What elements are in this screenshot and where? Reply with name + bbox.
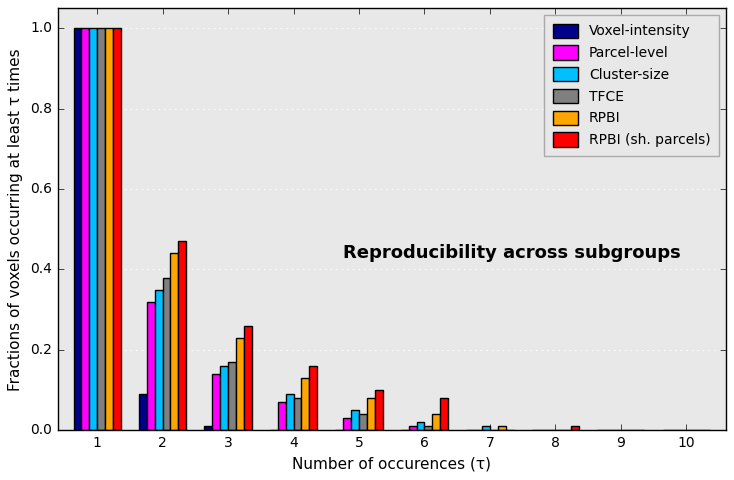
Bar <box>105 28 113 430</box>
Bar <box>375 390 382 430</box>
Bar <box>81 28 90 430</box>
Bar <box>571 426 579 430</box>
Bar <box>432 414 440 430</box>
Bar <box>309 366 317 430</box>
Legend: Voxel-intensity, Parcel-level, Cluster-size, TFCE, RPBI, RPBI (sh. parcels): Voxel-intensity, Parcel-level, Cluster-s… <box>545 15 719 156</box>
Bar <box>302 378 309 430</box>
Bar <box>409 426 417 430</box>
X-axis label: Number of occurences (τ): Number of occurences (τ) <box>292 456 491 472</box>
Bar <box>90 28 97 430</box>
Bar <box>155 289 163 430</box>
Bar <box>482 426 490 430</box>
Bar <box>278 402 286 430</box>
Bar <box>220 366 228 430</box>
Bar <box>212 374 220 430</box>
Bar <box>228 362 236 430</box>
Bar <box>359 414 367 430</box>
Bar <box>147 301 155 430</box>
Y-axis label: Fractions of voxels occurring at least τ times: Fractions of voxels occurring at least τ… <box>8 48 23 391</box>
Bar <box>294 398 302 430</box>
Bar <box>139 394 147 430</box>
Bar <box>440 398 448 430</box>
Bar <box>113 28 120 430</box>
Bar <box>244 326 252 430</box>
Bar <box>205 426 212 430</box>
Bar <box>498 426 506 430</box>
Bar <box>178 241 186 430</box>
Bar <box>170 253 178 430</box>
Bar <box>424 426 432 430</box>
Bar <box>73 28 81 430</box>
Bar <box>351 410 359 430</box>
Bar <box>417 422 424 430</box>
Bar <box>286 394 294 430</box>
Bar <box>97 28 105 430</box>
Bar <box>367 398 375 430</box>
Bar <box>163 277 170 430</box>
Bar <box>236 338 244 430</box>
Bar <box>344 418 351 430</box>
Text: Reproducibility across subgroups: Reproducibility across subgroups <box>343 244 681 262</box>
